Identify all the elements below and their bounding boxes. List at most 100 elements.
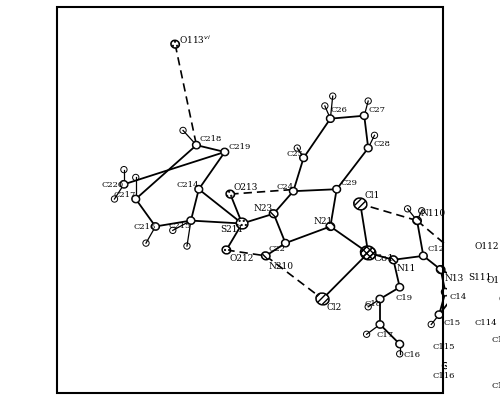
- Ellipse shape: [187, 217, 195, 225]
- Text: C114: C114: [474, 319, 497, 327]
- Text: C15: C15: [443, 319, 460, 327]
- Ellipse shape: [488, 286, 500, 298]
- Ellipse shape: [466, 249, 475, 257]
- Ellipse shape: [376, 321, 384, 328]
- Ellipse shape: [364, 145, 372, 152]
- Ellipse shape: [466, 311, 474, 318]
- Ellipse shape: [171, 41, 179, 49]
- Ellipse shape: [436, 266, 445, 274]
- Text: C19: C19: [396, 293, 413, 301]
- Text: Co1: Co1: [373, 254, 394, 263]
- Ellipse shape: [413, 217, 422, 225]
- Ellipse shape: [484, 377, 492, 384]
- Text: O112: O112: [474, 241, 499, 250]
- Ellipse shape: [442, 289, 449, 296]
- Ellipse shape: [316, 293, 329, 305]
- Ellipse shape: [152, 224, 159, 230]
- Ellipse shape: [196, 186, 202, 193]
- Text: C119: C119: [492, 335, 500, 343]
- Ellipse shape: [376, 321, 384, 328]
- Ellipse shape: [452, 338, 460, 345]
- Text: Cl1$^{v}$: Cl1$^{v}$: [498, 292, 500, 303]
- Ellipse shape: [478, 272, 486, 280]
- Ellipse shape: [484, 377, 492, 384]
- Ellipse shape: [326, 115, 334, 123]
- Text: O212: O212: [230, 254, 254, 263]
- Text: C28: C28: [374, 140, 390, 148]
- Ellipse shape: [376, 296, 384, 303]
- Ellipse shape: [282, 240, 290, 247]
- Text: C220: C220: [102, 181, 124, 189]
- Ellipse shape: [396, 284, 403, 291]
- Ellipse shape: [435, 311, 443, 318]
- Text: C24: C24: [276, 183, 293, 191]
- Text: C118: C118: [492, 381, 500, 389]
- Text: N110: N110: [421, 209, 446, 218]
- Text: O213: O213: [234, 182, 258, 191]
- Ellipse shape: [458, 277, 470, 288]
- Text: S111: S111: [468, 272, 491, 281]
- Ellipse shape: [360, 113, 368, 120]
- Ellipse shape: [484, 341, 492, 347]
- Ellipse shape: [152, 223, 160, 231]
- Ellipse shape: [333, 186, 340, 193]
- Text: C14: C14: [450, 292, 466, 300]
- Ellipse shape: [290, 188, 297, 195]
- Ellipse shape: [222, 149, 228, 156]
- Text: C18: C18: [364, 299, 382, 307]
- Ellipse shape: [396, 341, 403, 347]
- Text: C216: C216: [134, 223, 156, 231]
- Ellipse shape: [396, 340, 404, 348]
- Ellipse shape: [300, 155, 308, 162]
- Text: C217: C217: [114, 190, 136, 198]
- Ellipse shape: [222, 246, 230, 254]
- Ellipse shape: [290, 188, 297, 195]
- Ellipse shape: [120, 182, 128, 188]
- Ellipse shape: [364, 146, 372, 152]
- Ellipse shape: [354, 198, 367, 211]
- Ellipse shape: [132, 196, 140, 203]
- Ellipse shape: [442, 289, 450, 296]
- Ellipse shape: [376, 296, 384, 302]
- Ellipse shape: [132, 196, 139, 203]
- Ellipse shape: [453, 367, 460, 374]
- Ellipse shape: [270, 210, 278, 218]
- Text: C26: C26: [330, 105, 347, 113]
- Text: N11: N11: [396, 263, 416, 272]
- Text: O113$^{vi}$: O113$^{vi}$: [179, 33, 211, 45]
- Ellipse shape: [420, 253, 427, 259]
- Ellipse shape: [120, 181, 128, 188]
- Ellipse shape: [326, 223, 334, 231]
- Ellipse shape: [262, 252, 270, 260]
- Text: C17: C17: [376, 330, 393, 338]
- Ellipse shape: [282, 240, 289, 247]
- Ellipse shape: [361, 113, 368, 119]
- Text: C215: C215: [169, 222, 191, 230]
- Text: C219: C219: [228, 143, 251, 151]
- Text: C218: C218: [200, 135, 222, 143]
- Ellipse shape: [389, 256, 398, 264]
- Text: N13: N13: [444, 273, 464, 282]
- Ellipse shape: [436, 312, 442, 318]
- Text: N23: N23: [254, 204, 273, 213]
- Text: C115: C115: [433, 342, 456, 350]
- Ellipse shape: [467, 312, 474, 318]
- Ellipse shape: [396, 284, 404, 291]
- Ellipse shape: [360, 246, 376, 260]
- Ellipse shape: [236, 219, 248, 229]
- Text: C29: C29: [340, 179, 357, 187]
- Ellipse shape: [195, 186, 202, 193]
- Text: C116: C116: [433, 371, 455, 379]
- Text: C27: C27: [368, 105, 385, 113]
- Ellipse shape: [327, 116, 334, 123]
- Ellipse shape: [420, 253, 428, 260]
- Text: C12: C12: [428, 245, 444, 252]
- Ellipse shape: [333, 186, 340, 193]
- Text: C214: C214: [176, 181, 199, 189]
- Ellipse shape: [452, 367, 460, 374]
- Text: Cl1: Cl1: [364, 190, 380, 199]
- Text: S211: S211: [220, 225, 244, 233]
- Ellipse shape: [193, 142, 200, 149]
- Ellipse shape: [192, 142, 200, 150]
- Text: C22: C22: [268, 245, 285, 252]
